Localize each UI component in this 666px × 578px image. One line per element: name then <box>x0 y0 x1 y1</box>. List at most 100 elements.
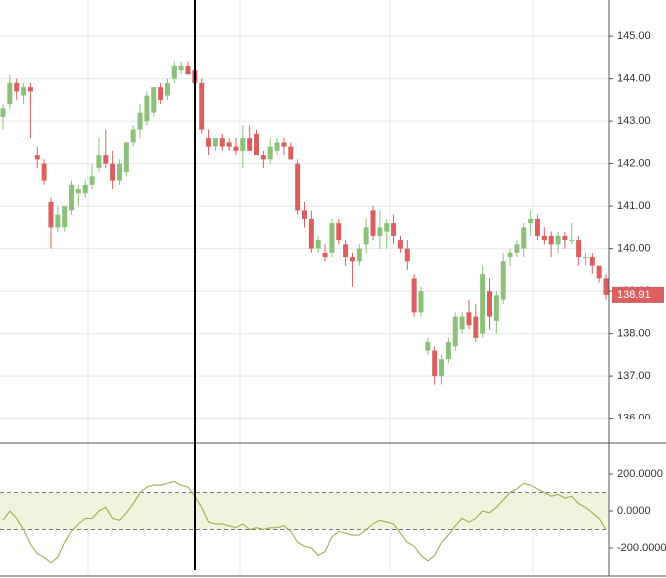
candle-body <box>404 248 410 262</box>
candle-body <box>487 291 493 317</box>
candle-body <box>411 278 417 313</box>
y-tick-label: 140.00 <box>617 243 651 255</box>
candle-body <box>514 244 520 253</box>
candle-body <box>589 257 595 266</box>
y-tick-label: 142.00 <box>617 158 651 170</box>
candle-body <box>14 82 20 92</box>
candle-body <box>356 248 362 262</box>
candle-body <box>295 163 301 211</box>
candle-body <box>480 274 486 334</box>
candle-body <box>507 252 513 258</box>
candle-body <box>302 210 307 219</box>
axis-mask <box>610 419 666 442</box>
candle-body <box>110 163 116 181</box>
candle-body <box>185 65 191 75</box>
candle-body <box>603 278 609 295</box>
y-tick-label: 200.0000 <box>617 468 663 480</box>
candle-body <box>164 82 170 96</box>
vertical-grid <box>87 0 534 572</box>
candle-body <box>7 82 13 105</box>
candle-body <box>363 227 369 245</box>
candle-body <box>103 155 109 164</box>
candle-body <box>349 257 355 262</box>
candle-body <box>397 240 403 249</box>
candle-body <box>260 155 266 160</box>
candle-body <box>329 223 335 253</box>
candle-body <box>336 223 342 241</box>
last-price-label: 138.91 <box>617 289 651 301</box>
band <box>0 492 609 530</box>
candle-body <box>466 312 472 326</box>
candle-body <box>82 184 88 194</box>
candle-body <box>55 214 61 228</box>
candle-body <box>178 65 184 71</box>
y-tick-label: 145.00 <box>617 30 651 42</box>
candle-body <box>247 138 253 151</box>
candle-body <box>212 138 218 147</box>
candle-body <box>582 257 588 259</box>
candle-body <box>377 227 383 236</box>
candle-body <box>62 206 68 228</box>
candle-body <box>96 155 102 168</box>
candle-body <box>322 252 328 258</box>
candle-body <box>562 235 568 241</box>
candle-body <box>534 218 540 236</box>
y-tick-label: 138.00 <box>617 328 651 340</box>
candle-body <box>445 342 451 360</box>
candle-body <box>274 142 280 151</box>
candle-body <box>267 146 273 160</box>
candle-body <box>370 210 376 236</box>
candle-body <box>123 142 129 173</box>
candle-body <box>418 291 424 313</box>
candle-body <box>69 184 75 211</box>
candle-body <box>555 235 561 245</box>
y-tick-label: 137.00 <box>617 370 651 382</box>
candle-body <box>0 108 6 117</box>
candle-body <box>233 146 239 151</box>
candle-body <box>116 163 122 181</box>
candle-body <box>432 350 438 377</box>
candle-body <box>288 146 294 160</box>
indicator-line <box>2 480 607 564</box>
candle-body <box>21 87 27 96</box>
y-tick-label: 0.0000 <box>617 505 651 517</box>
candle-body <box>384 223 390 232</box>
candle-body <box>459 316 465 330</box>
y-tick-label: 143.00 <box>617 115 651 127</box>
candle-body <box>500 261 506 300</box>
candle-body <box>541 235 547 241</box>
candle-body <box>158 87 164 100</box>
candle-body <box>199 82 205 130</box>
y-tick-label: -200.0000 <box>617 542 666 554</box>
candle-body <box>226 142 232 147</box>
candle-body <box>130 129 136 143</box>
candle-body <box>439 359 445 377</box>
candle-body <box>75 189 81 194</box>
y-tick-label: 141.00 <box>617 200 651 212</box>
candle-body <box>391 223 397 236</box>
candle-body <box>425 342 431 351</box>
candle-body <box>206 138 212 147</box>
candle-body <box>137 112 143 130</box>
candle-body <box>240 138 246 151</box>
candle-body <box>254 133 260 156</box>
candle-body <box>308 218 314 249</box>
candle-body <box>34 155 40 160</box>
candle-body <box>27 87 33 92</box>
candle-body <box>569 240 575 242</box>
candle-body <box>528 218 534 224</box>
candle-body <box>89 176 95 185</box>
candle-body <box>48 201 54 228</box>
candle-body <box>281 142 287 147</box>
candle-body <box>596 265 602 279</box>
last-price-box <box>612 286 664 303</box>
candle-body <box>473 316 479 338</box>
candle-body <box>343 244 349 258</box>
candle-body <box>41 163 47 181</box>
candle-body <box>452 316 458 347</box>
candle-body <box>576 240 582 258</box>
candle-body <box>219 138 225 147</box>
